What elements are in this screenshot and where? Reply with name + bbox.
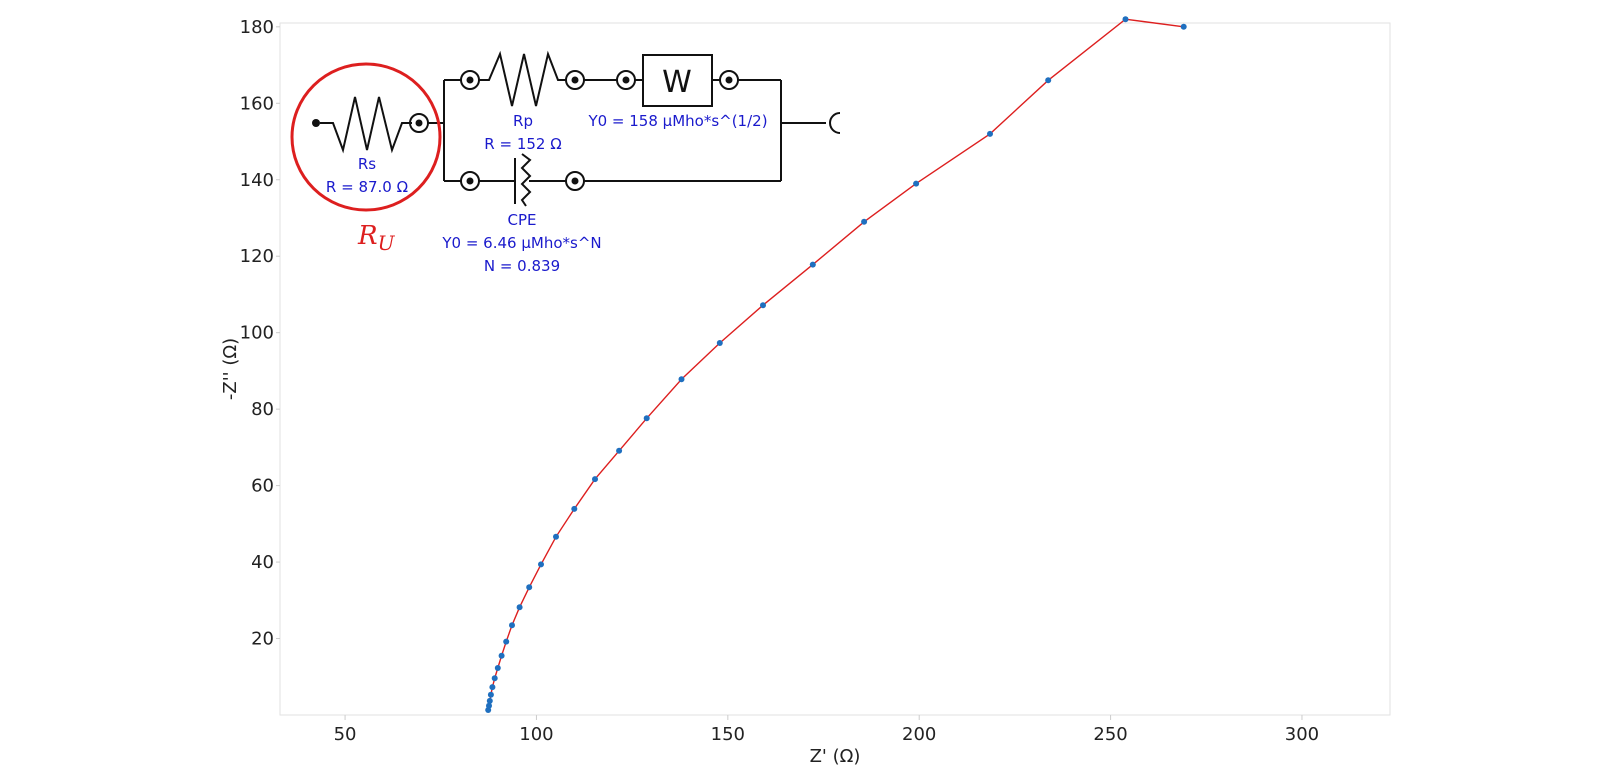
data-point <box>498 652 505 659</box>
y-tick-label: 140 <box>240 170 274 191</box>
plot-area <box>279 22 1391 716</box>
data-point <box>716 340 723 346</box>
y-tick-label: 120 <box>240 246 274 267</box>
data-point <box>643 415 650 422</box>
x-tick-label: 100 <box>519 724 553 745</box>
x-axis-title: Z' (Ω) <box>810 746 861 767</box>
data-point <box>1180 23 1187 30</box>
data-point <box>526 584 533 591</box>
rs-value-label: R = 87.0 Ω <box>326 178 408 196</box>
y-axis-title: -Z'' (Ω) <box>220 338 241 400</box>
data-point <box>592 476 598 483</box>
data-point <box>486 697 493 704</box>
w-node-right-inner <box>725 76 733 84</box>
cpe-node-left-inner <box>466 177 474 185</box>
data-point <box>538 561 544 568</box>
y-tick-label: 40 <box>251 552 274 573</box>
x-axis-ticks: 50 100 150 200 250 300 <box>334 715 1319 745</box>
warburg-symbol: W <box>662 65 692 100</box>
data-point <box>1122 16 1129 23</box>
data-point <box>489 684 496 691</box>
equivalent-circuit: Rs R = 87.0 Ω RU Rp R = 152 Ω W Y0 = 158… <box>290 50 841 275</box>
y-tick-label: 20 <box>251 629 274 650</box>
x-tick-label: 150 <box>711 724 745 745</box>
rs-node-inner <box>415 119 423 127</box>
output-terminal <box>829 112 841 134</box>
data-point <box>571 505 578 512</box>
data-point <box>503 638 510 645</box>
y-tick-label: 100 <box>240 323 274 344</box>
data-point <box>486 702 492 709</box>
x-tick-label: 50 <box>334 724 357 745</box>
cpe-value2-label: N = 0.839 <box>484 257 560 275</box>
rp-node-left-inner <box>466 76 474 84</box>
fit-line <box>487 18 1184 711</box>
data-point <box>616 447 623 454</box>
data-point <box>487 691 494 698</box>
data-point <box>987 130 993 137</box>
data-points-layer <box>485 16 1187 713</box>
data-point <box>1045 77 1052 84</box>
data-point <box>491 675 498 682</box>
rs-input-terminal <box>312 119 320 127</box>
w-node-left-inner <box>622 76 630 84</box>
x-tick-label: 200 <box>902 724 936 745</box>
y-tick-label: 60 <box>251 476 274 497</box>
w-value-label: Y0 = 158 µMho*s^(1/2) <box>587 112 767 130</box>
rp-resistor <box>479 50 566 107</box>
cpe-node-right-inner <box>571 177 579 185</box>
data-point <box>913 180 920 187</box>
x-tick-label: 300 <box>1285 724 1319 745</box>
data-point <box>494 665 501 671</box>
fit-curve-layer <box>487 18 1184 711</box>
ru-label: RU <box>357 221 396 255</box>
rs-resistor <box>320 96 412 154</box>
rp-value-label: R = 152 Ω <box>484 135 561 153</box>
rp-node-right-inner <box>571 76 579 84</box>
data-point <box>516 604 523 611</box>
data-point <box>809 261 816 268</box>
rs-name-label: Rs <box>358 155 376 173</box>
data-point <box>509 622 515 629</box>
cpe-value1-label: Y0 = 6.46 µMho*s^N <box>441 234 601 252</box>
ru-highlight-circle <box>290 62 442 212</box>
data-point <box>760 302 766 309</box>
y-tick-label: 160 <box>240 93 274 114</box>
y-tick-label: 80 <box>251 399 274 420</box>
rp-name-label: Rp <box>513 112 533 130</box>
y-tick-label: 180 <box>240 17 274 38</box>
y-axis-ticks: 20 40 60 80 100 120 140 160 180 <box>240 17 280 650</box>
x-tick-label: 250 <box>1093 724 1127 745</box>
data-point <box>861 218 868 225</box>
data-point <box>678 376 685 383</box>
data-point <box>553 533 559 540</box>
cpe-name-label: CPE <box>508 211 537 229</box>
cpe-plate-right <box>520 153 532 207</box>
